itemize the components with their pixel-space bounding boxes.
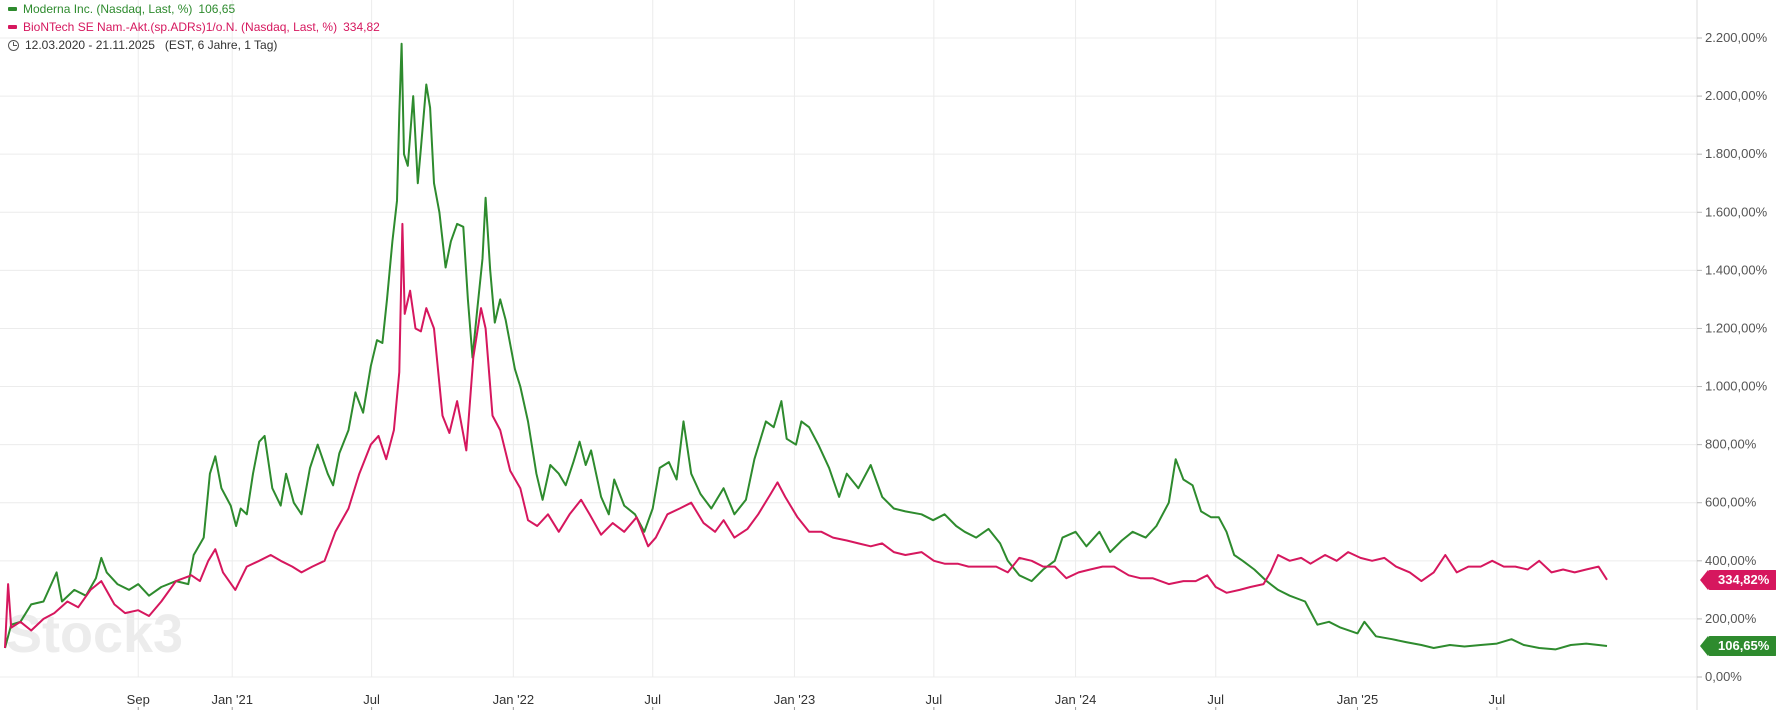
- legend: Moderna Inc. (Nasdaq, Last, %) 106,65 Bi…: [8, 0, 380, 54]
- x-tick-label: Jul: [644, 692, 661, 707]
- date-range-extra: (EST, 6 Jahre, 1 Tag): [164, 38, 278, 52]
- x-tick-label: Jan '24: [1055, 692, 1097, 707]
- y-tick-label: 1.000,00%: [1705, 379, 1768, 394]
- y-tick-label: 2.200,00%: [1705, 30, 1768, 45]
- legend-item-biontech[interactable]: BioNTech SE Nam.-Akt.(sp.ADRs)1/o.N. (Na…: [8, 18, 380, 36]
- y-tick-label: 400,00%: [1705, 553, 1757, 568]
- series-layer: [4, 42, 1608, 651]
- y-tick-label: 2.000,00%: [1705, 88, 1768, 103]
- x-tick-label: Jul: [1489, 692, 1506, 707]
- series-line-biontech[interactable]: [4, 222, 1608, 649]
- legend-swatch-biontech: [8, 25, 17, 29]
- x-tick-label: Jul: [1207, 692, 1224, 707]
- y-axis: 0,00% 200,00% 400,00% 600,00% 800,00% 1.000,0…: [1696, 0, 1768, 710]
- x-axis: Sep Jan '21 Jul Jan '22 Jul Jan '23 Jul Jan '24…: [127, 692, 1506, 710]
- x-tick-label: Jan '25: [1337, 692, 1379, 707]
- legend-label-biontech: BioNTech SE Nam.-Akt.(sp.ADRs)1/o.N. (Na…: [23, 20, 338, 34]
- y-tick-label: 1.400,00%: [1705, 262, 1768, 277]
- legend-swatch-moderna: [8, 7, 17, 11]
- y-tick-label: 800,00%: [1705, 437, 1757, 452]
- x-tick-label: Jan '23: [774, 692, 816, 707]
- y-tick-label: 600,00%: [1705, 495, 1757, 510]
- grid-lines: [0, 0, 1697, 678]
- y-tick-label: 0,00%: [1705, 669, 1742, 684]
- legend-item-moderna[interactable]: Moderna Inc. (Nasdaq, Last, %) 106,65: [8, 0, 380, 18]
- y-tick-label: 1.800,00%: [1705, 146, 1768, 161]
- y-tick-label: 1.600,00%: [1705, 204, 1768, 219]
- x-tick-label: Jan '22: [493, 692, 535, 707]
- legend-date-range: 12.03.2020 - 21.11.2025 (EST, 6 Jahre, 1…: [8, 36, 380, 54]
- legend-value-moderna: 106,65: [198, 2, 236, 16]
- clock-icon: [8, 39, 19, 51]
- last-value-badge-biontech: 334,82%: [1699, 569, 1776, 590]
- series-line-moderna[interactable]: [4, 42, 1608, 651]
- y-tick-label: 200,00%: [1705, 611, 1757, 626]
- y-tick-label: 1.200,00%: [1705, 320, 1768, 335]
- last-value-badge-moderna: 106,65%: [1699, 636, 1776, 657]
- legend-value-biontech: 334,82: [343, 20, 380, 34]
- date-range-text: 12.03.2020 - 21.11.2025: [25, 38, 155, 52]
- x-tick-label: Jul: [926, 692, 943, 707]
- x-tick-label: Sep: [127, 692, 150, 707]
- legend-label-moderna: Moderna Inc. (Nasdaq, Last, %): [23, 2, 193, 16]
- x-tick-label: Jan '21: [211, 692, 253, 707]
- watermark-logo: Stock3: [6, 604, 183, 664]
- x-tick-label: Jul: [363, 692, 380, 707]
